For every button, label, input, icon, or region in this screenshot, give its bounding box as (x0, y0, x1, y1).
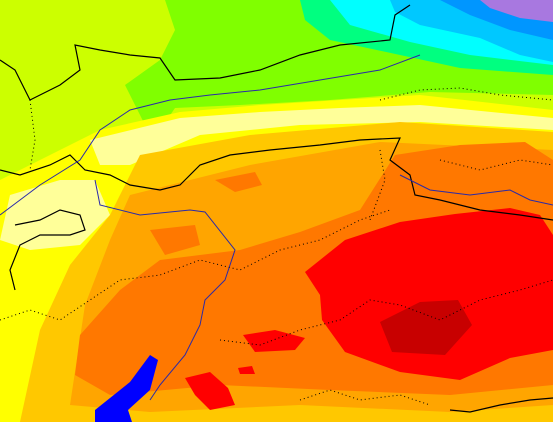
field-dark-orange-patch (215, 172, 262, 192)
border (0, 137, 553, 221)
border (9, 209, 86, 291)
field-dark-orange-patch (150, 225, 200, 255)
field-purple (480, 0, 553, 22)
field-red-patch (238, 366, 255, 374)
lake (95, 355, 158, 422)
field-light-yellow (90, 105, 553, 165)
field-dark-red (380, 300, 472, 355)
border (449, 397, 553, 413)
field-light-yellow-west (0, 180, 110, 250)
rivers (0, 54, 553, 401)
border (0, 4, 411, 101)
borders (0, 4, 553, 413)
field-red-patch (185, 372, 235, 410)
field-red (305, 208, 553, 380)
field-red-patch (243, 330, 305, 352)
boundary (439, 159, 553, 171)
regional-boundaries (0, 87, 553, 406)
river (94, 179, 236, 401)
river (399, 174, 553, 206)
boundary (29, 99, 36, 171)
river (0, 54, 421, 216)
